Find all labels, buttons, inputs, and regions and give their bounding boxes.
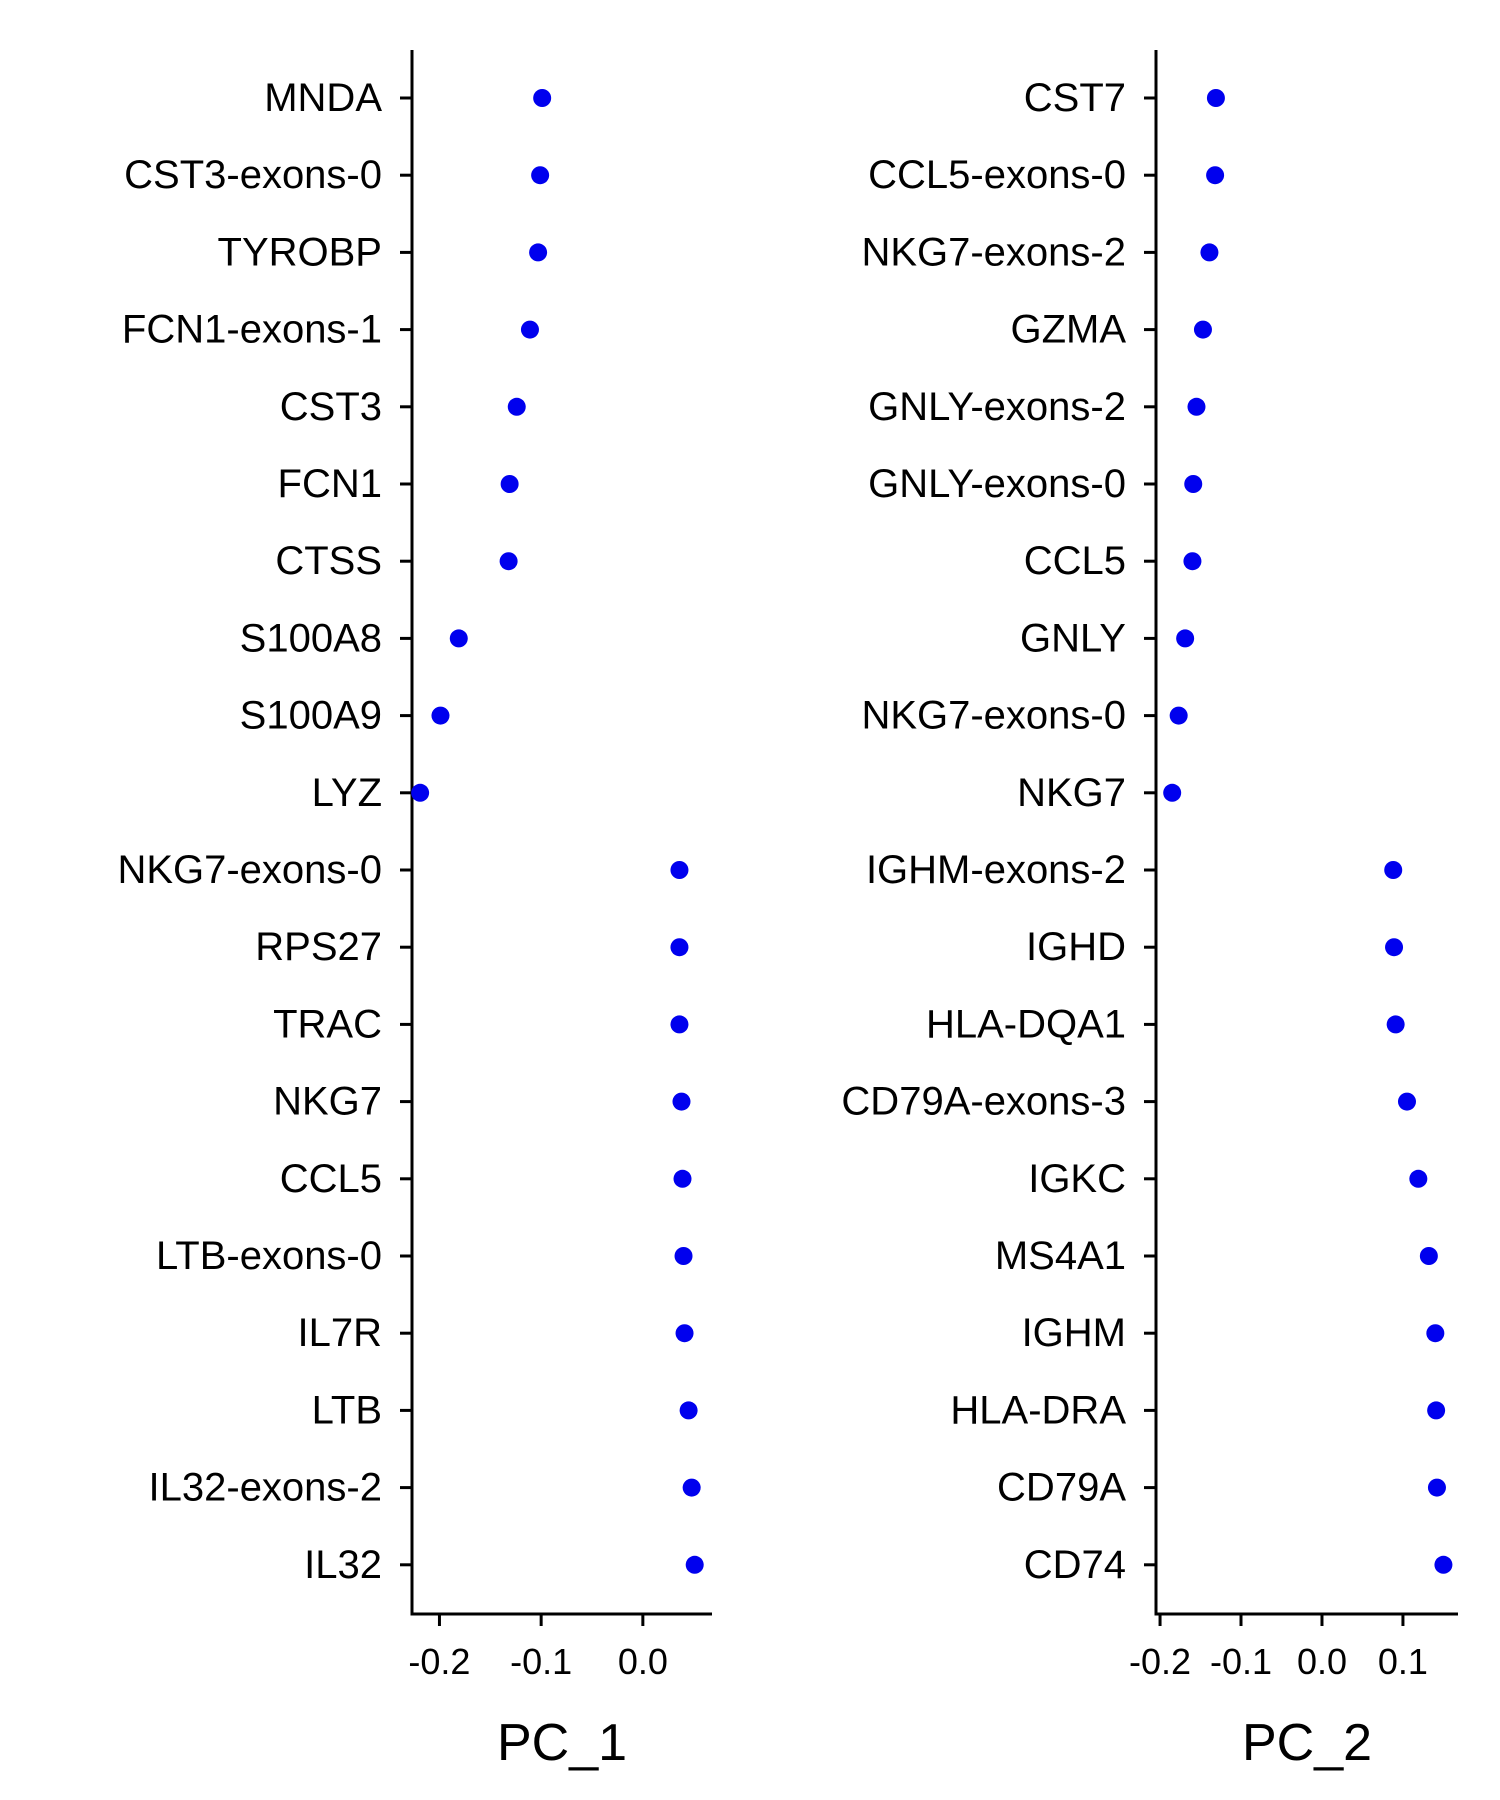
point-pc1-il32: [685, 1555, 704, 1574]
point-pc1-s100a8: [449, 629, 468, 648]
gene-label-pc1-ccl5: CCL5: [280, 1157, 382, 1201]
gene-label-pc1-tyrobp: TYROBP: [218, 230, 382, 274]
gene-label-pc2-nkg7-exons-2: NKG7-exons-2: [861, 230, 1126, 274]
gene-label-pc1-cst3: CST3: [280, 385, 382, 429]
gene-label-pc1-nkg7: NKG7: [273, 1080, 382, 1124]
point-pc2-hla-dqa1: [1386, 1015, 1405, 1034]
point-pc2-ighm-exons-2: [1384, 861, 1403, 879]
gene-label-pc1-s100a9: S100A9: [240, 694, 382, 738]
point-pc2-ccl5: [1183, 552, 1202, 571]
gene-label-pc1-mnda: MNDA: [264, 76, 382, 120]
gene-label-pc1-il32: IL32: [304, 1543, 382, 1587]
gene-label-pc1-nkg7-exons-0: NKG7-exons-0: [117, 848, 382, 892]
gene-label-pc1-s100a8: S100A8: [240, 616, 382, 660]
gene-label-pc2-ccl5-exons-0: CCL5-exons-0: [868, 153, 1126, 197]
gene-label-pc2-cd79a: CD79A: [997, 1466, 1126, 1510]
point-pc2-ighd: [1385, 938, 1404, 957]
point-pc1-fcn1: [500, 475, 519, 493]
panel-pc2: CST7 CCL5-exons-0 NKG7-exons-2 GZMA GNLY-exo…: [841, 50, 1458, 1772]
point-pc1-nkg7: [672, 1092, 691, 1111]
gene-label-pc1-ctss: CTSS: [275, 539, 382, 583]
gene-label-pc2-cd79a-exons-3: CD79A-exons-3: [841, 1080, 1126, 1124]
x-axis-title-pc1: PC_1: [497, 1714, 627, 1772]
point-pc1-fcn1-exons-1: [520, 320, 539, 339]
x-axis-title-pc2: PC_2: [1242, 1714, 1372, 1772]
gene-label-pc1-lyz: LYZ: [312, 771, 382, 815]
point-pc1-ltb: [679, 1401, 698, 1420]
point-pc2-cd79a: [1427, 1478, 1446, 1497]
gene-label-pc2-nkg7-exons-0: NKG7-exons-0: [861, 694, 1126, 738]
gene-label-pc1-fcn1-exons-1: FCN1-exons-1: [122, 308, 382, 352]
point-pc2-igkc: [1409, 1169, 1428, 1188]
point-pc1-cst3: [507, 397, 526, 416]
point-pc1-nkg7-exons-0: [670, 861, 689, 879]
gene-label-pc2-cd74: CD74: [1024, 1543, 1126, 1587]
point-pc1-trac: [670, 1015, 689, 1034]
point-pc1-tyrobp: [529, 243, 548, 262]
panel-pc1: MNDA CST3-exons-0 TYROBP FCN1-exons-1 CST3 FC…: [117, 50, 712, 1772]
point-pc2-ighm: [1426, 1324, 1445, 1343]
gene-label-pc2-nkg7: NKG7: [1017, 771, 1126, 815]
point-pc2-nkg7-exons-2: [1200, 243, 1219, 262]
point-pc1-rps27: [670, 938, 689, 957]
x-tick-label-pc1-1: -0.1: [510, 1641, 572, 1682]
point-pc1-mnda: [533, 89, 552, 107]
point-pc1-ctss: [499, 552, 518, 571]
point-pc2-cst7: [1206, 89, 1225, 107]
gene-label-pc2-hla-dra: HLA-DRA: [950, 1388, 1126, 1432]
gene-label-pc1-cst3-exons-0: CST3-exons-0: [124, 153, 382, 197]
gene-label-pc1-fcn1: FCN1: [278, 462, 382, 506]
point-pc2-gnly: [1176, 629, 1195, 648]
point-pc2-gnly-exons-0: [1184, 475, 1203, 493]
gene-label-pc1-rps27: RPS27: [255, 925, 382, 969]
point-pc2-ms4a1: [1419, 1247, 1438, 1265]
point-pc2-gnly-exons-2: [1187, 397, 1206, 416]
gene-label-pc2-gnly-exons-2: GNLY-exons-2: [868, 385, 1126, 429]
point-pc1-il7r: [675, 1324, 694, 1343]
point-pc1-il32-exons-2: [682, 1478, 701, 1497]
gene-label-pc1-trac: TRAC: [273, 1002, 382, 1046]
point-pc1-s100a9: [431, 706, 450, 725]
gene-label-pc2-ighd: IGHD: [1026, 925, 1126, 969]
gene-label-pc2-cst7: CST7: [1024, 76, 1126, 120]
gene-label-pc2-hla-dqa1: HLA-DQA1: [926, 1002, 1126, 1046]
point-pc2-cd74: [1434, 1555, 1453, 1574]
gene-label-pc1-il32-exons-2: IL32-exons-2: [149, 1466, 382, 1510]
point-pc2-hla-dra: [1427, 1401, 1446, 1420]
gene-label-pc1-ltb-exons-0: LTB-exons-0: [156, 1234, 382, 1278]
gene-label-pc2-ccl5: CCL5: [1024, 539, 1126, 583]
x-tick-label-pc1-2: 0.0: [618, 1641, 668, 1682]
gene-label-pc2-gnly-exons-0: GNLY-exons-0: [868, 462, 1126, 506]
point-pc1-cst3-exons-0: [531, 166, 550, 185]
point-pc2-cd79a-exons-3: [1397, 1092, 1416, 1111]
gene-label-pc1-il7r: IL7R: [298, 1311, 383, 1355]
x-tick-label-pc2-1: -0.1: [1210, 1641, 1272, 1682]
point-pc1-lyz: [411, 783, 430, 802]
gene-label-pc2-ighm-exons-2: IGHM-exons-2: [866, 848, 1126, 892]
x-tick-label-pc2-2: 0.0: [1297, 1641, 1347, 1682]
gene-label-pc2-ighm: IGHM: [1022, 1311, 1126, 1355]
point-pc1-ltb-exons-0: [674, 1247, 693, 1265]
x-tick-label-pc2-3: 0.1: [1378, 1641, 1428, 1682]
gene-label-pc2-ms4a1: MS4A1: [995, 1234, 1126, 1278]
gene-label-pc2-gzma: GZMA: [1010, 308, 1126, 352]
point-pc2-nkg7-exons-0: [1169, 706, 1188, 725]
gene-label-pc1-ltb: LTB: [312, 1388, 382, 1432]
point-pc1-ccl5: [673, 1169, 692, 1188]
x-tick-label-pc2-0: -0.2: [1129, 1641, 1191, 1682]
gene-label-pc2-gnly: GNLY: [1020, 616, 1126, 660]
x-tick-label-pc1-0: -0.2: [408, 1641, 470, 1682]
point-pc2-gzma: [1193, 320, 1212, 339]
point-pc2-ccl5-exons-0: [1206, 166, 1225, 185]
point-pc2-nkg7: [1163, 783, 1182, 802]
gene-label-pc2-igkc: IGKC: [1028, 1157, 1126, 1201]
